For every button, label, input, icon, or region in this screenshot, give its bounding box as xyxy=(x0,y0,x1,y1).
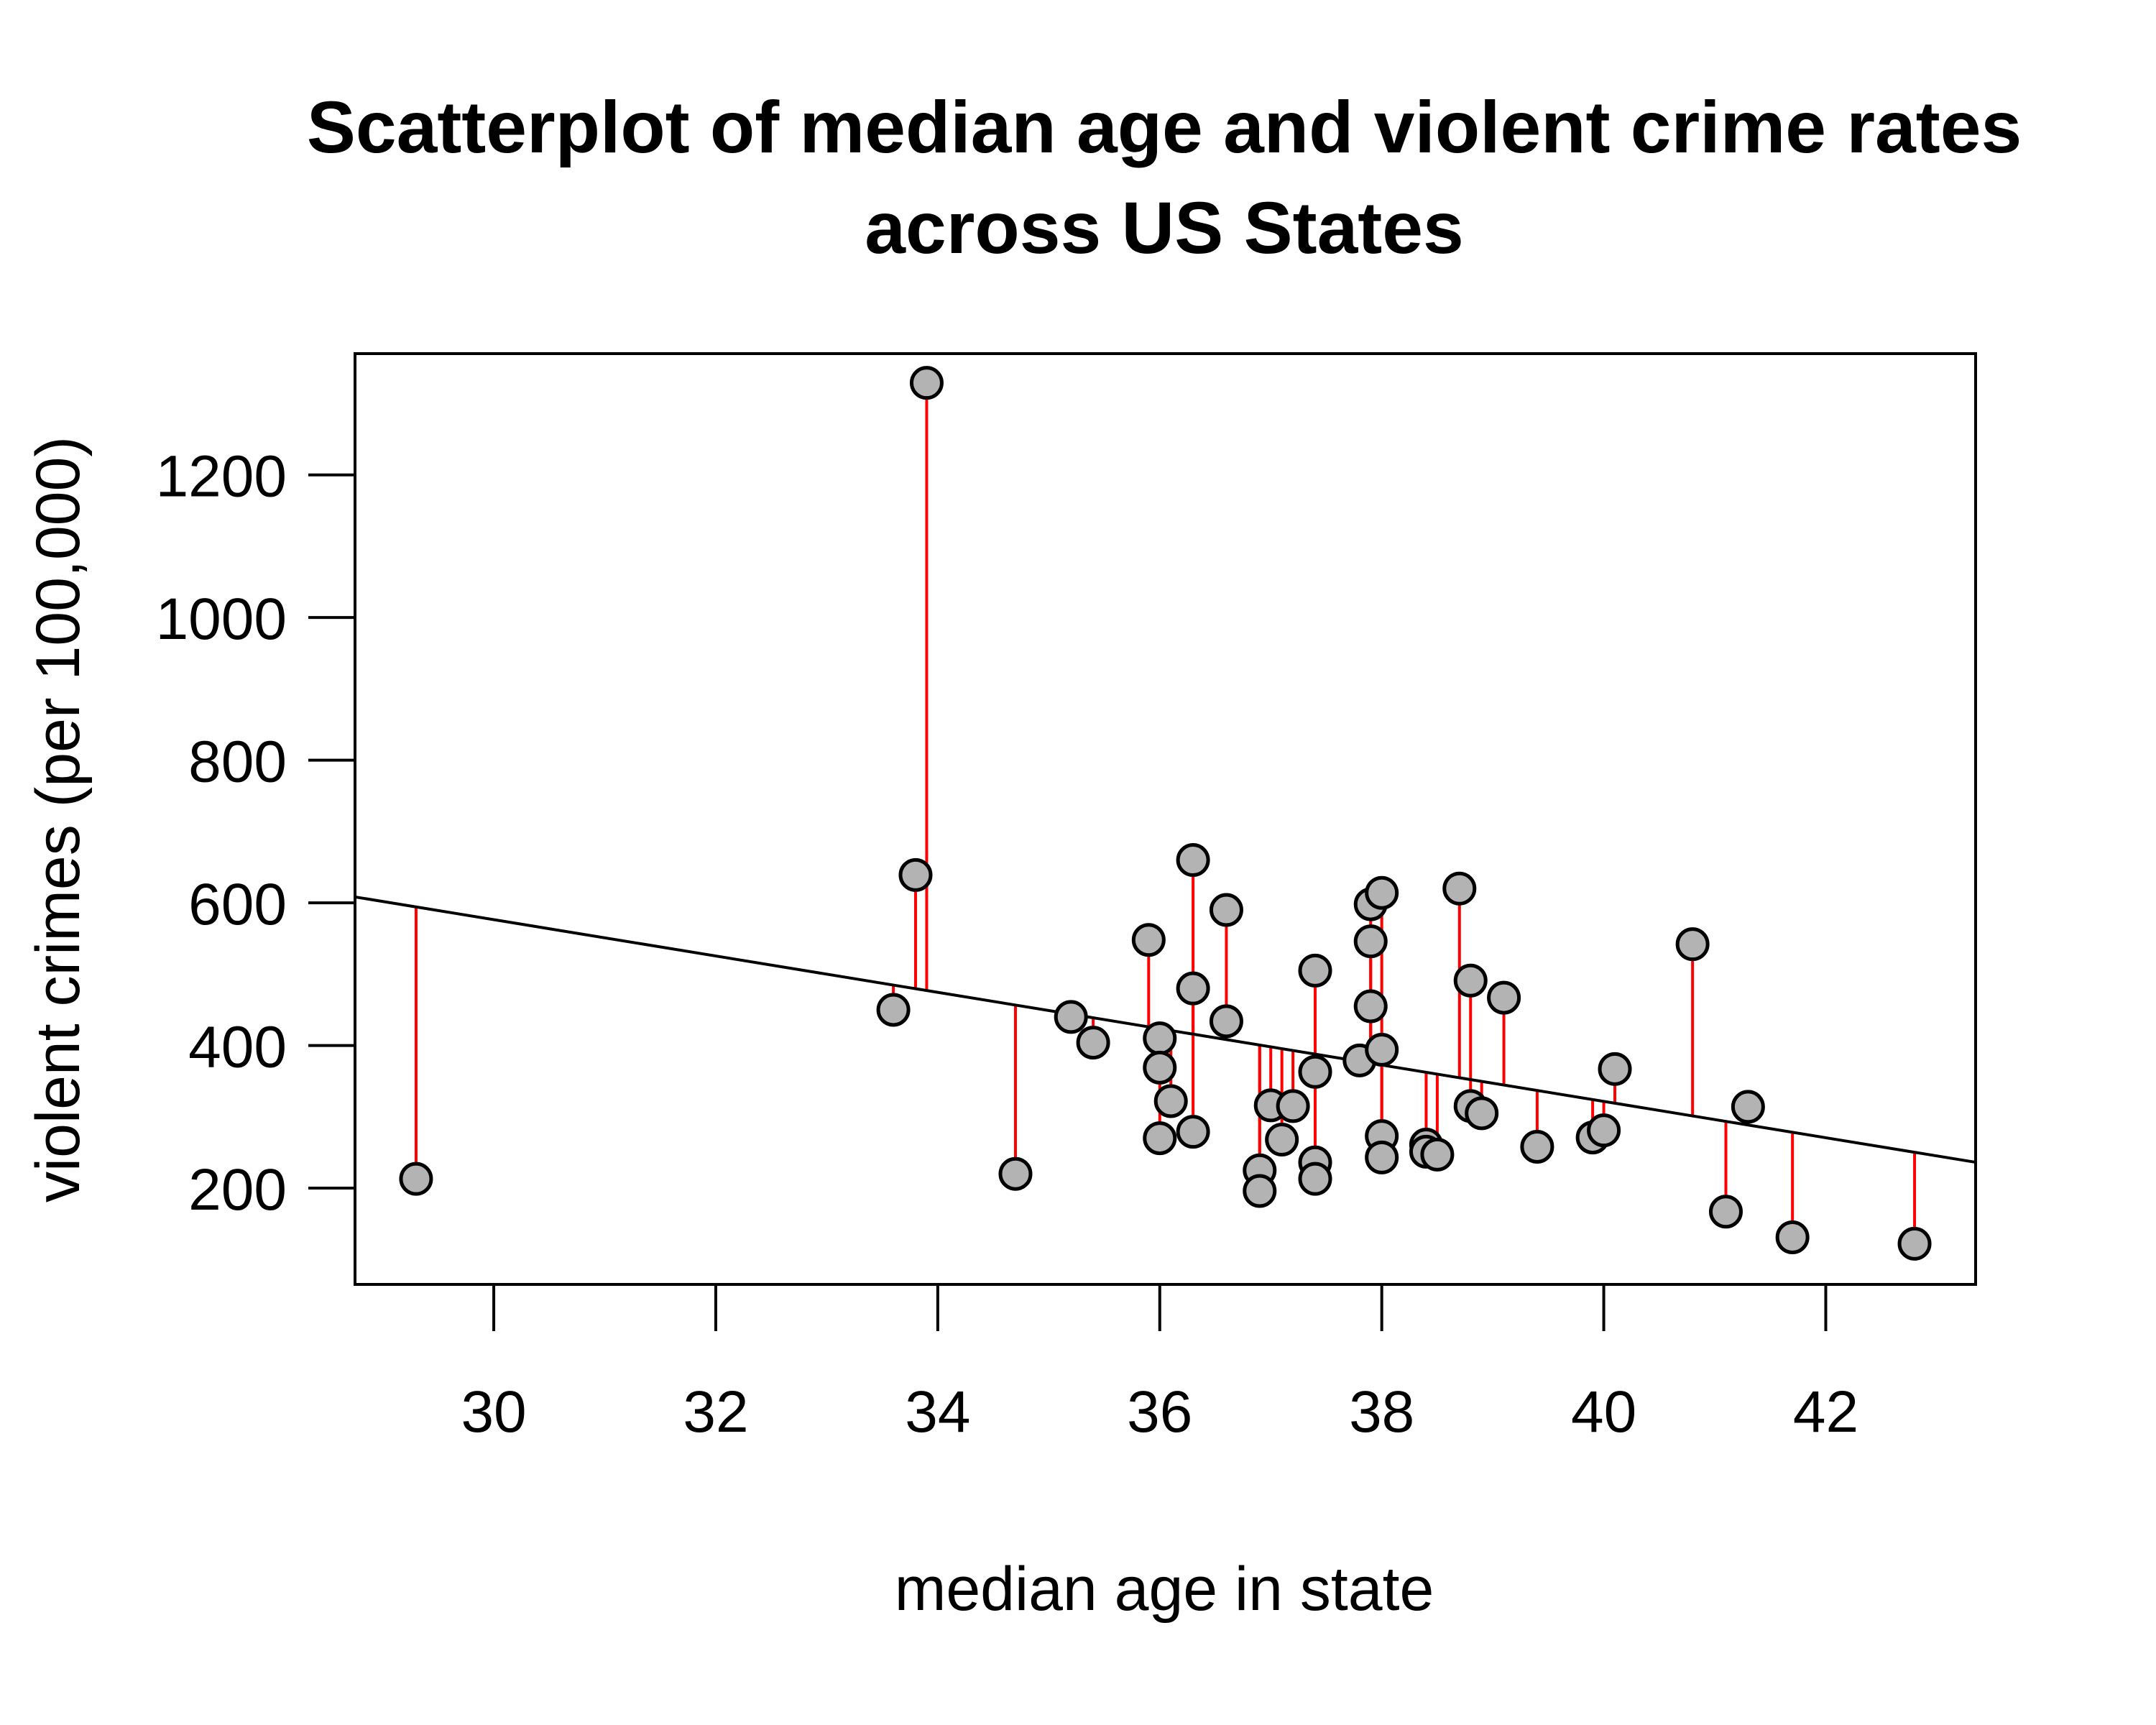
y-tick-label: 1200 xyxy=(156,444,287,510)
data-point xyxy=(1365,875,1399,910)
data-point xyxy=(1708,1195,1743,1229)
y-tick-label: 200 xyxy=(188,1157,287,1223)
data-point xyxy=(1243,1174,1277,1208)
x-tick-label: 36 xyxy=(1127,1379,1192,1445)
data-point xyxy=(1731,1090,1765,1124)
y-axis-label: violent crimes (per 100,000) xyxy=(24,436,93,1202)
x-tick-label: 32 xyxy=(683,1379,748,1445)
data-point xyxy=(1520,1129,1554,1164)
data-point xyxy=(1675,927,1710,962)
data-point xyxy=(1131,923,1166,957)
data-point xyxy=(1298,1054,1332,1089)
data-point xyxy=(876,993,911,1027)
data-point xyxy=(1209,1004,1243,1039)
data-point xyxy=(1353,989,1388,1024)
data-point xyxy=(1076,1026,1110,1060)
data-point xyxy=(909,366,944,400)
data-point xyxy=(1420,1137,1455,1172)
data-point xyxy=(1209,893,1243,927)
data-point xyxy=(1143,1021,1177,1056)
y-axis: 200 400 600 800 1000 1200 xyxy=(156,444,355,1223)
x-tick-label: 34 xyxy=(905,1379,970,1445)
y-tick-label: 1000 xyxy=(156,586,287,652)
data-point xyxy=(1365,1140,1399,1174)
x-tick-label: 30 xyxy=(461,1379,526,1445)
data-point xyxy=(1353,924,1388,959)
data-point xyxy=(1143,1121,1177,1156)
data-point xyxy=(1897,1226,1932,1261)
data-point xyxy=(1176,971,1210,1006)
data-point xyxy=(1442,871,1477,906)
data-point xyxy=(1265,1123,1299,1157)
data-point xyxy=(1298,1162,1332,1196)
data-point xyxy=(998,1156,1033,1191)
data-point xyxy=(1298,953,1332,988)
data-point xyxy=(1365,1033,1399,1067)
data-point xyxy=(1598,1052,1632,1086)
data-point xyxy=(1775,1220,1810,1255)
data-point xyxy=(1176,843,1210,878)
data-point xyxy=(1054,1000,1088,1034)
data-point xyxy=(1276,1089,1310,1123)
y-tick-label: 600 xyxy=(188,872,287,937)
data-point xyxy=(399,1162,433,1196)
data-points xyxy=(399,366,1932,1261)
x-tick-label: 40 xyxy=(1571,1379,1636,1445)
y-tick-label: 400 xyxy=(188,1015,287,1080)
data-point xyxy=(1176,1115,1210,1149)
x-tick-label: 42 xyxy=(1793,1379,1858,1445)
data-point xyxy=(1587,1113,1621,1148)
data-point xyxy=(1453,963,1488,998)
plot-frame xyxy=(354,352,1977,1286)
data-point xyxy=(1143,1050,1177,1085)
data-point xyxy=(1487,980,1521,1015)
data-point xyxy=(898,857,933,892)
x-axis: 30 32 34 36 38 40 42 xyxy=(461,1284,1858,1445)
chart-title-line-1: Scatterplot of median age and violent cr… xyxy=(307,86,2022,168)
y-tick-label: 800 xyxy=(188,730,287,795)
data-point xyxy=(1153,1084,1188,1118)
chart-title-line-2: across US States xyxy=(865,187,1463,269)
x-tick-label: 38 xyxy=(1349,1379,1414,1445)
x-axis-label: median age in state xyxy=(895,1555,1434,1624)
data-point xyxy=(1465,1096,1499,1131)
